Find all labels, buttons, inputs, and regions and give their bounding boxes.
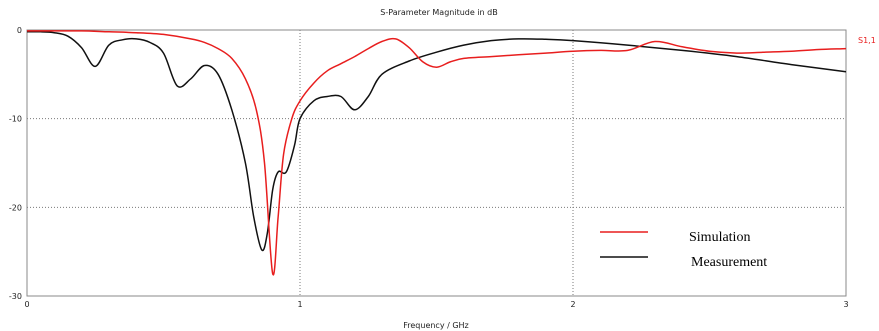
- legend-label-measurement: Measurement: [691, 255, 767, 270]
- legend: Simulation Measurement: [600, 230, 767, 270]
- tick-labels: 0 1 2 3 0 -10 -20 -30: [9, 26, 849, 309]
- y-tick-label: -10: [9, 115, 22, 124]
- x-tick-label: 0: [24, 300, 29, 309]
- y-tick-label: -30: [9, 292, 22, 301]
- plot-frame: [26, 29, 847, 297]
- y-tick-label: -20: [9, 203, 22, 212]
- legend-label-simulation: Simulation: [689, 230, 750, 245]
- series-line-simulation: [27, 30, 847, 276]
- series-layer: [26, 30, 847, 276]
- grid-lines: [27, 30, 846, 296]
- x-tick-label: 2: [570, 300, 575, 309]
- x-tick-label: 1: [297, 300, 302, 309]
- x-tick-label: 3: [843, 300, 848, 309]
- x-axis-label: Frequency / GHz: [403, 321, 469, 330]
- series-line-measurement: [26, 30, 847, 252]
- chart-title: S-Parameter Magnitude in dB: [380, 8, 497, 17]
- y-tick-label: 0: [17, 26, 22, 35]
- curve-tag-label: S1,1: [858, 36, 876, 45]
